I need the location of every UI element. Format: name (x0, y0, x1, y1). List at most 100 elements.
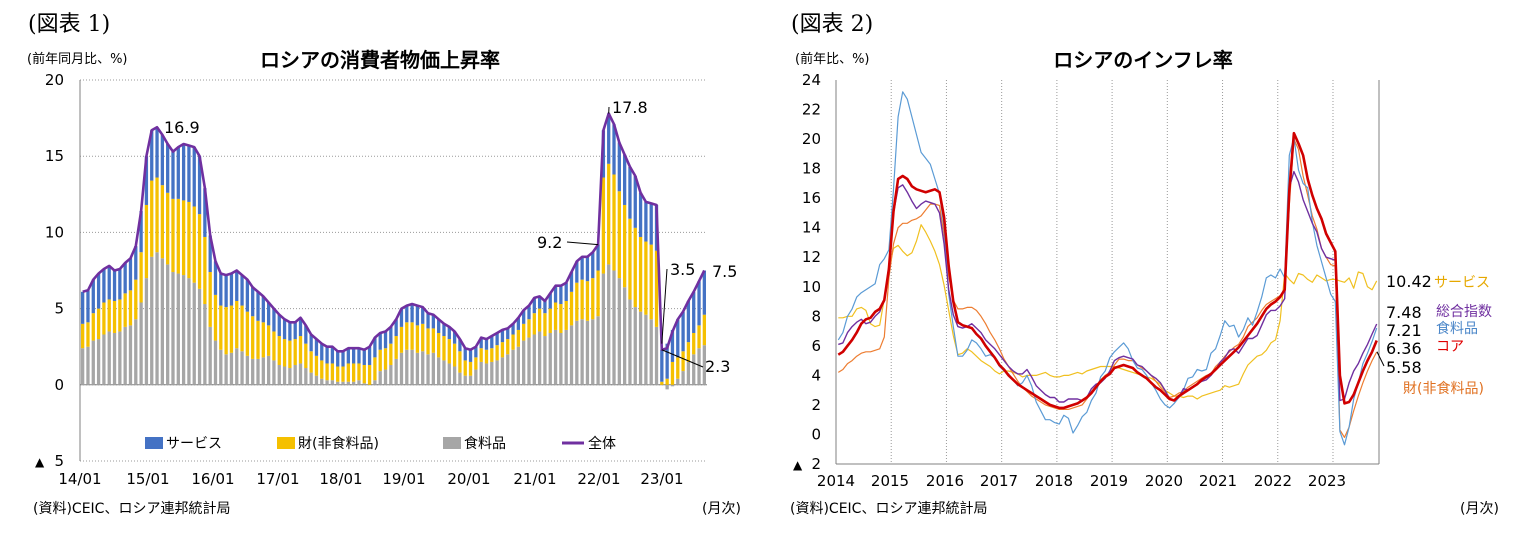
bar-services (102, 268, 106, 303)
bar-services (181, 144, 186, 201)
bar-goods (245, 311, 250, 356)
bar-food (495, 360, 499, 385)
bar-services (569, 272, 574, 292)
bar-services (213, 261, 218, 295)
cpi-chart-svg: 20 15 10 5 0 5 ▲ 14/01 15/01 16/01 17/01 18/01 19/01… (35, 71, 737, 488)
legend-food-label: 食料品 (464, 435, 506, 452)
y-tick-label: 12 (802, 248, 821, 266)
bar-services (171, 151, 175, 199)
bar-services (91, 279, 95, 314)
bar-goods (585, 281, 590, 321)
bar-goods (495, 345, 499, 361)
bar-food (601, 273, 606, 385)
bar-food (336, 381, 340, 385)
bar-food (128, 325, 133, 385)
bar-goods (298, 336, 303, 364)
bar-goods (426, 328, 430, 355)
bar-food (437, 357, 441, 385)
bar-services (681, 311, 685, 352)
bar-services (495, 332, 499, 346)
bar-goods (527, 319, 531, 338)
bar-food (665, 384, 669, 390)
bar-goods (431, 328, 435, 353)
bar-goods (123, 293, 127, 327)
bar-food (362, 383, 366, 385)
bar-food (155, 252, 159, 385)
bar-food (452, 366, 457, 385)
bar-services (575, 261, 579, 283)
chart-panel-cpi: (図表 1) (前年同月比、%) ロシアの消費者物価上昇率 20 15 10 5 0 5 ▲… (0, 0, 760, 543)
bar-goods (203, 236, 207, 305)
bar-food (240, 351, 244, 385)
bar-goods (314, 355, 319, 376)
bar-goods (506, 339, 510, 355)
bar-food (123, 326, 127, 385)
bar-services (405, 305, 409, 323)
bar-goods (91, 313, 95, 341)
bar-services (373, 337, 377, 358)
bar-goods (341, 366, 345, 382)
bar-food (622, 287, 627, 385)
end-series-label: 財(非食料品) (1403, 380, 1484, 397)
bar-services (123, 262, 127, 294)
bar-food (394, 358, 398, 385)
bar-food (686, 361, 691, 385)
x-tick-label: 2017 (980, 472, 1018, 490)
bar-services (649, 203, 653, 245)
bar-services (437, 319, 441, 333)
bar-goods (144, 204, 149, 279)
bar-food (490, 361, 494, 385)
bar-food (559, 332, 563, 385)
bar-food (192, 282, 196, 385)
bar-services (527, 305, 531, 320)
bar-services (532, 297, 536, 314)
bar-goods (325, 363, 329, 381)
bar-food (203, 304, 207, 385)
bar-services (676, 319, 680, 358)
bar-goods (569, 291, 574, 326)
bar-services (112, 270, 117, 301)
bar-goods (235, 300, 239, 349)
bar-food (633, 307, 637, 385)
x-tick-label: 2015 (871, 472, 909, 490)
bar-goods (692, 332, 696, 355)
bar-goods (304, 343, 308, 369)
bar-goods (256, 320, 260, 359)
bar-goods (463, 360, 467, 376)
bar-goods (134, 279, 138, 320)
bar-services (86, 290, 90, 323)
bar-goods (580, 279, 584, 320)
bar-food (628, 299, 632, 385)
bar-services (219, 273, 223, 306)
y-tick-label: 0 (54, 376, 64, 394)
bar-goods (139, 252, 143, 303)
bar-food (676, 378, 680, 385)
bar-goods (336, 366, 340, 382)
bar-goods (532, 313, 536, 335)
bar-food (235, 348, 239, 385)
bar-food (213, 340, 218, 385)
chart-title: ロシアの消費者物価上昇率 (260, 48, 500, 72)
bar-goods (394, 336, 398, 359)
bar-services (622, 154, 627, 205)
y-tick-label: 22 (802, 101, 821, 119)
data-label: 3.5 (670, 260, 695, 279)
bar-food (357, 380, 361, 385)
y-tick-label: 10 (802, 278, 821, 296)
bar-goods (649, 244, 653, 320)
bar-goods (261, 322, 265, 358)
source-note: (資料)CEIC、ロシア連邦統計局 (790, 501, 988, 517)
bar-services (522, 310, 526, 324)
bar-goods (628, 218, 632, 300)
y-tick-label: 18 (802, 160, 821, 178)
bar-food (309, 372, 313, 385)
bar-food (405, 349, 409, 385)
bar-food (442, 360, 446, 385)
bar-services (336, 351, 340, 367)
bar-services (251, 287, 255, 317)
bar-services (166, 144, 170, 193)
bar-services (644, 201, 648, 242)
bar-food (484, 363, 489, 385)
bar-food (431, 352, 435, 385)
bar-food (681, 371, 685, 385)
